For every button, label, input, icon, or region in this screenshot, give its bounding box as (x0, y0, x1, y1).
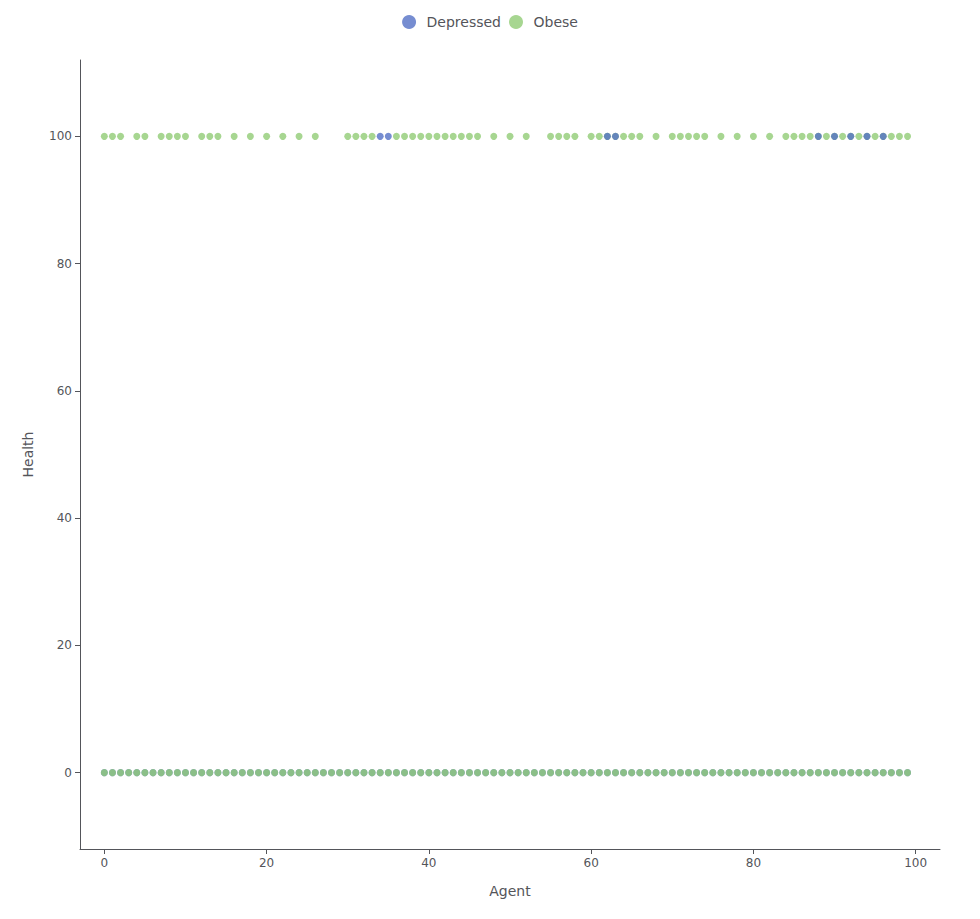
svg-text:60: 60 (583, 856, 598, 870)
svg-text:100: 100 (49, 129, 72, 143)
svg-text:20: 20 (57, 638, 72, 652)
svg-text:Agent: Agent (489, 883, 531, 899)
svg-text:Health: Health (20, 432, 36, 478)
svg-text:60: 60 (57, 384, 72, 398)
svg-text:Depressed: Depressed (427, 14, 501, 30)
svg-text:40: 40 (57, 511, 72, 525)
svg-text:80: 80 (57, 257, 72, 271)
svg-text:20: 20 (259, 856, 274, 870)
svg-text:0: 0 (64, 766, 72, 780)
svg-text:100: 100 (904, 856, 927, 870)
svg-text:Obese: Obese (534, 14, 578, 30)
svg-text:80: 80 (746, 856, 761, 870)
svg-text:0: 0 (101, 856, 109, 870)
svg-text:40: 40 (421, 856, 436, 870)
